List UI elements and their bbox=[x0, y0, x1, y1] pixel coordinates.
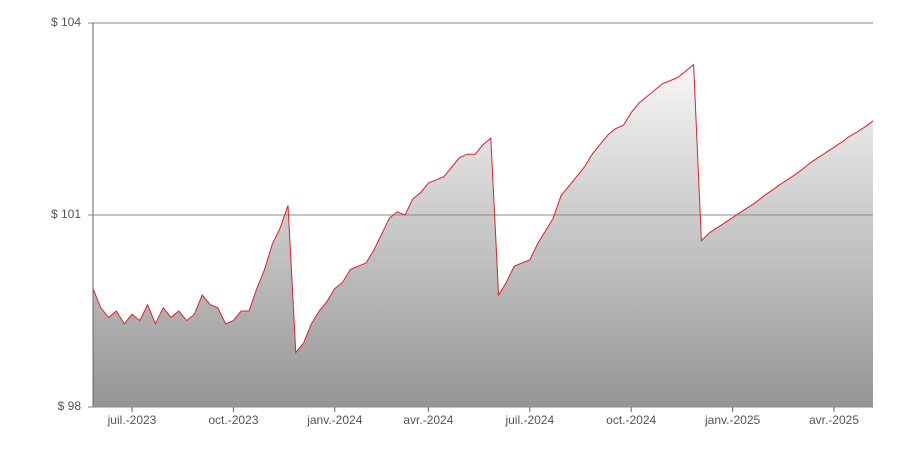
y-tick-label: $ 101 bbox=[51, 207, 81, 221]
x-tick-label: avr.-2024 bbox=[403, 413, 453, 427]
x-tick-label: avr.-2025 bbox=[809, 413, 859, 427]
area-fill bbox=[93, 64, 873, 407]
x-tick-label: juil.-2024 bbox=[504, 413, 554, 427]
price-line bbox=[92, 63, 874, 354]
x-tick-label: janv.-2025 bbox=[704, 413, 760, 427]
y-tick-label: $ 104 bbox=[51, 15, 81, 29]
y-tick-label: $ 98 bbox=[58, 399, 82, 413]
x-tick-label: janv.-2024 bbox=[306, 413, 362, 427]
x-tick-label: juil.-2023 bbox=[107, 413, 157, 427]
x-tick-label: oct.-2024 bbox=[606, 413, 656, 427]
x-tick-label: oct.-2023 bbox=[208, 413, 258, 427]
